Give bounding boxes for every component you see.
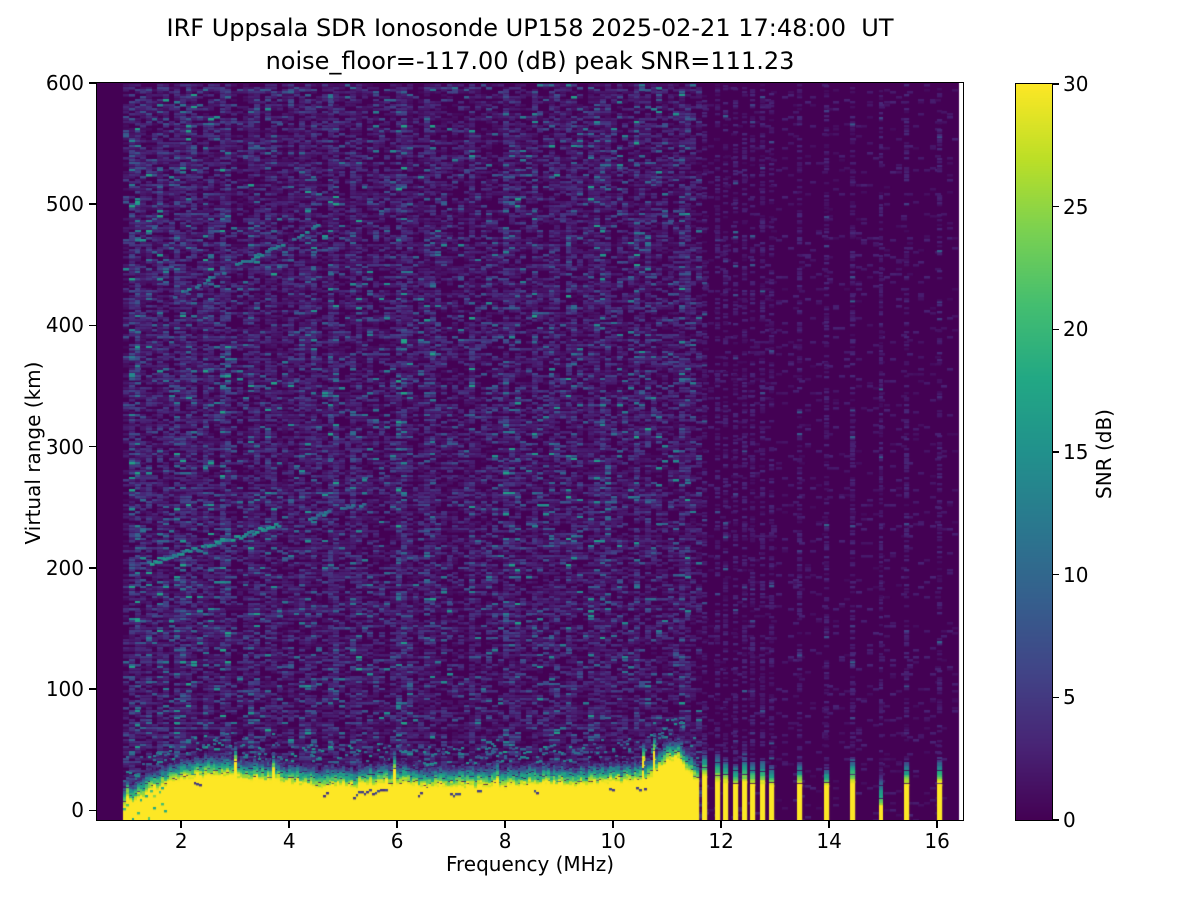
ionogram-heatmap-canvas	[97, 83, 963, 820]
x-tick-label: 8	[498, 829, 512, 853]
tick-mark	[1053, 83, 1059, 85]
tick-mark	[89, 567, 96, 569]
x-tick-label: 14	[816, 829, 842, 853]
tick-mark	[1053, 451, 1059, 453]
tick-mark	[504, 821, 506, 828]
colorbar-label: SNR (dB)	[1092, 409, 1116, 499]
x-tick-label: 6	[390, 829, 404, 853]
tick-mark	[89, 203, 96, 205]
y-tick-label: 0	[71, 798, 84, 823]
tick-mark	[89, 324, 96, 327]
tick-mark	[1053, 328, 1059, 331]
figure-title: IRF Uppsala SDR Ionosonde UP158 2025-02-…	[166, 14, 894, 42]
colorbar-canvas	[1016, 84, 1052, 820]
tick-mark	[1053, 819, 1059, 821]
x-tick-label: 10	[600, 829, 626, 853]
colorbar-tick-label: 20	[1063, 317, 1089, 342]
y-axis-label: Virtual range (km)	[21, 361, 45, 545]
colorbar-tick-label: 25	[1063, 194, 1089, 219]
tick-mark	[89, 445, 96, 448]
tick-mark	[1053, 696, 1059, 699]
tick-mark	[396, 821, 398, 828]
tick-mark	[89, 82, 96, 84]
tick-mark	[720, 821, 722, 828]
y-tick-label: 400	[45, 313, 84, 338]
colorbar-tick-label: 5	[1063, 685, 1076, 710]
tick-mark	[1053, 573, 1059, 576]
colorbar-tick-label: 0	[1063, 808, 1076, 832]
tick-mark	[612, 821, 614, 828]
x-tick-label: 16	[924, 829, 950, 853]
x-tick-label: 2	[174, 829, 188, 853]
y-tick-label: 500	[45, 192, 84, 217]
tick-mark	[89, 688, 96, 690]
x-axis-label: Frequency (MHz)	[445, 852, 615, 876]
x-tick-label: 12	[708, 829, 734, 853]
y-tick-label: 200	[45, 555, 84, 580]
figure-subtitle: noise_floor=-117.00 (dB) peak SNR=111.23	[265, 47, 795, 75]
tick-mark	[180, 821, 182, 828]
tick-mark	[828, 821, 830, 828]
tick-mark	[89, 809, 96, 812]
colorbar-tick-label: 30	[1063, 72, 1089, 96]
tick-mark	[936, 821, 938, 828]
tick-mark	[1053, 205, 1059, 208]
y-tick-label: 100	[45, 677, 84, 702]
y-tick-label: 600	[45, 71, 84, 95]
tick-mark	[288, 821, 290, 828]
x-tick-label: 4	[282, 829, 296, 853]
colorbar-tick-label: 10	[1063, 562, 1089, 587]
